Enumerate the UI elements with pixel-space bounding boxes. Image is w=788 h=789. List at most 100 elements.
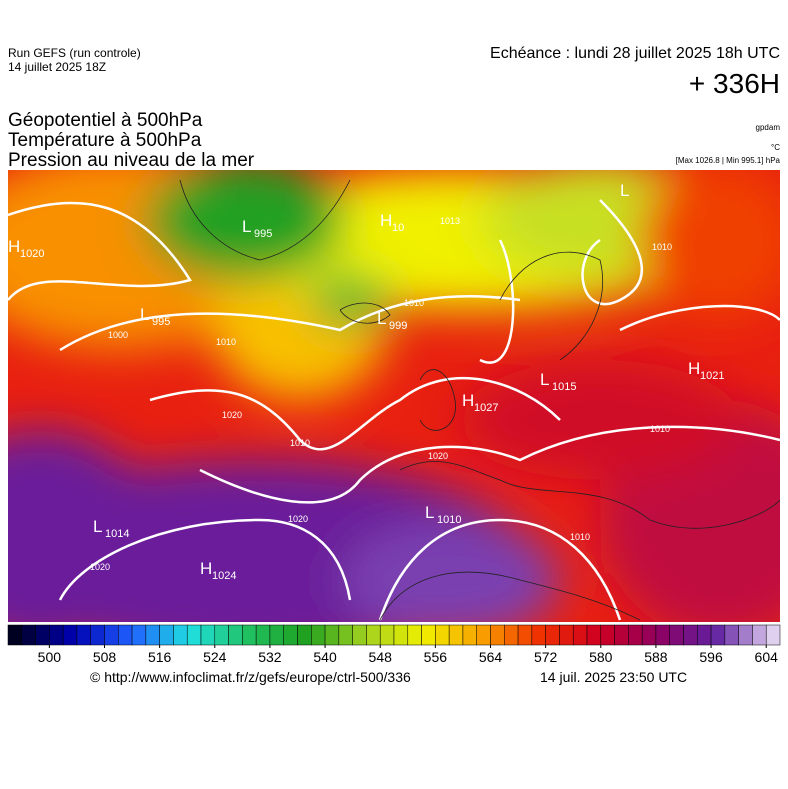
isobar-label: 1010 <box>290 438 310 448</box>
colorbar-swatch <box>145 624 160 646</box>
run-label: Run GEFS (run controle) <box>8 46 141 60</box>
colorbar-tick-label: 524 <box>203 649 227 665</box>
center-value: 1010 <box>437 514 461 526</box>
colorbar-tick-label: 540 <box>313 649 337 665</box>
title: Pression au niveau de la mer <box>8 150 255 171</box>
colorbar-swatch <box>697 624 712 646</box>
colorbar-swatch <box>21 624 36 646</box>
colorbar-swatch <box>35 624 50 646</box>
source: © http://www.infoclimat.fr/z/gefs/europe… <box>90 669 411 685</box>
colorbar-swatch <box>586 624 602 646</box>
colorbar-swatch <box>7 624 23 646</box>
center-value: 1014 <box>105 528 129 540</box>
colorbar-swatch <box>338 624 353 646</box>
colorbar-tick-label: 516 <box>148 649 172 665</box>
colorbar-swatch <box>517 624 533 646</box>
colorbar-swatch <box>531 624 546 646</box>
isobar-label: 1010 <box>404 298 424 308</box>
colorbar-swatch <box>448 624 464 646</box>
colorbar-swatch <box>490 624 505 646</box>
isobar-label: 1010 <box>570 532 590 542</box>
colorbar-swatch <box>641 624 657 646</box>
colorbar-swatch <box>765 624 781 646</box>
center-letter: L <box>93 517 102 536</box>
colorbar-swatch <box>186 624 202 646</box>
center-value: 1024 <box>212 570 236 582</box>
colorbar-swatch <box>476 624 491 646</box>
isobar-label: 1020 <box>428 451 448 461</box>
colorbar-tick-label: 564 <box>479 649 503 665</box>
colorbar-swatch <box>242 624 257 646</box>
colorbar-swatch <box>462 624 477 646</box>
unit: [Max 1026.8 | Min 995.1] hPa <box>675 156 780 165</box>
colorbar-swatch <box>76 624 91 646</box>
colorbar-swatch <box>366 624 381 646</box>
colorbar-swatch <box>724 624 739 646</box>
colorbar-tick-label: 572 <box>534 649 558 665</box>
title: Température à 500hPa <box>8 130 202 151</box>
center-letter: H <box>8 237 20 256</box>
colorbar-swatch <box>435 624 450 646</box>
colorbar-swatch <box>352 624 367 646</box>
valid-time: Echéance : lundi 28 juillet 2025 18h UTC <box>490 45 780 62</box>
center-letter: H <box>200 559 212 578</box>
center-value: 1021 <box>700 370 724 382</box>
isobar-label: 1010 <box>216 337 236 347</box>
colorbar-swatch <box>49 624 64 646</box>
colorbar-swatch <box>504 624 519 646</box>
colorbar-swatch <box>214 624 229 646</box>
center-letter: L <box>140 305 149 324</box>
colorbar-swatch <box>559 624 574 646</box>
colorbar-swatch <box>90 624 105 646</box>
center-value: 999 <box>389 320 407 332</box>
colorbar-tick-label: 548 <box>369 649 393 665</box>
colorbar-swatch <box>572 624 588 646</box>
colorbar-swatch <box>228 624 243 646</box>
colorbar-swatch <box>200 624 216 646</box>
lead-time: + 336H <box>688 68 780 99</box>
colorbar-swatch <box>311 624 326 646</box>
isobar-label: 1010 <box>650 424 670 434</box>
center-letter: L <box>377 309 386 328</box>
issue-time: 14 juil. 2025 23:50 UTC <box>540 669 688 685</box>
colorbar-swatch <box>62 624 78 646</box>
unit: °C <box>771 143 780 152</box>
center-value: 995 <box>152 316 170 328</box>
center-value: 995 <box>254 228 272 240</box>
unit: gpdam <box>755 123 780 132</box>
colorbar-swatch <box>104 624 119 646</box>
colorbar-swatch <box>118 624 133 646</box>
colorbar-tick-label: 588 <box>644 649 668 665</box>
colorbar-swatch <box>545 624 560 646</box>
colorbar-swatch <box>131 624 147 646</box>
colorbar-swatch <box>710 624 726 646</box>
isobar-label: 1020 <box>90 562 110 572</box>
colorbar-swatch <box>269 624 284 646</box>
colorbar-swatch <box>255 624 271 646</box>
colorbar-tick-label: 604 <box>755 649 779 665</box>
colorbar-swatch <box>324 624 340 646</box>
center-letter: H <box>380 211 392 230</box>
center-letter: L <box>425 503 434 522</box>
colorbar-swatch <box>614 624 629 646</box>
colorbar-tick-label: 500 <box>38 649 62 665</box>
colorbar-swatch <box>421 624 436 646</box>
colorbar-swatch <box>752 624 767 646</box>
colorbar-swatch <box>159 624 174 646</box>
colorbar-swatch <box>600 624 615 646</box>
colorbar-swatch <box>738 624 753 646</box>
colorbar-swatch <box>655 624 670 646</box>
center-value: 10 <box>392 222 404 234</box>
field <box>8 170 780 622</box>
center-value: 1020 <box>20 248 44 260</box>
center-letter: L <box>242 217 251 236</box>
colorbar-swatch <box>379 624 395 646</box>
colorbar-swatch <box>628 624 643 646</box>
center-letter: L <box>620 181 629 200</box>
isobar-label: 1020 <box>222 410 242 420</box>
center-letter: H <box>462 391 474 410</box>
colorbar-swatch <box>393 624 409 646</box>
colorbar-tick-label: 556 <box>424 649 448 665</box>
